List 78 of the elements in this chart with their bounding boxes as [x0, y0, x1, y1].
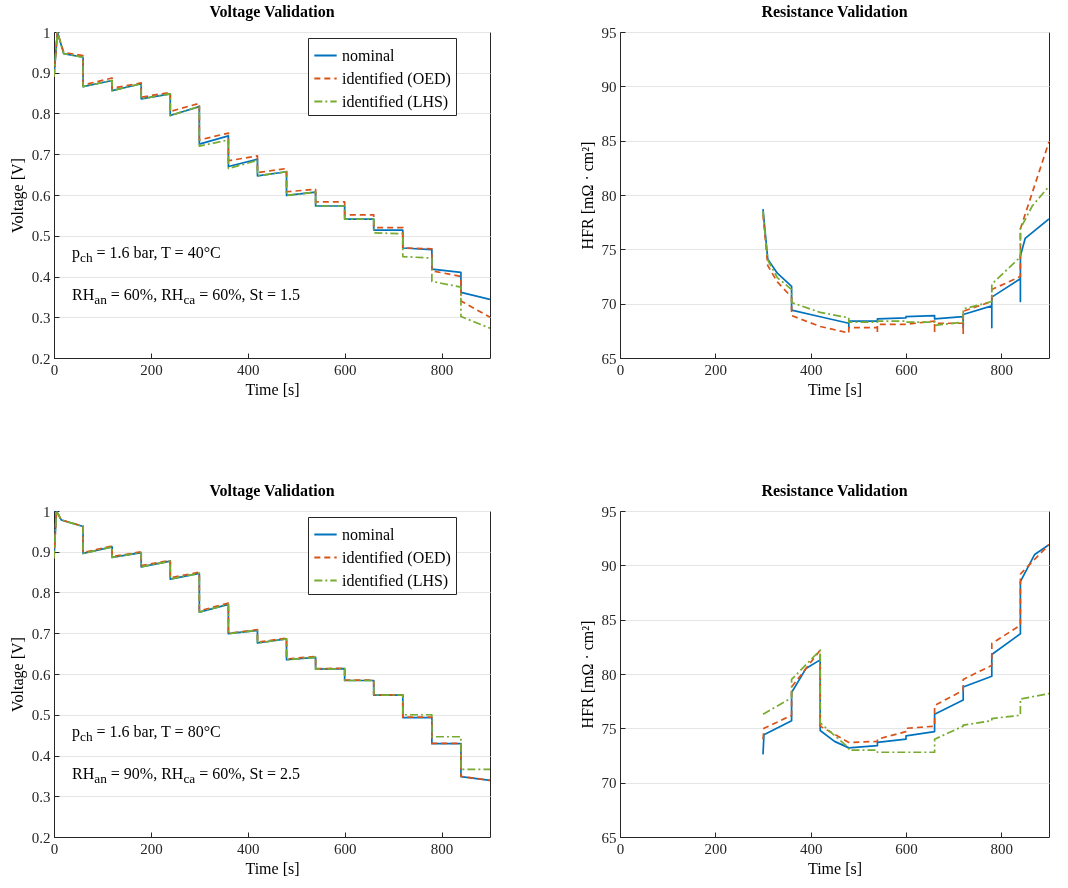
x-tick-label: 400: [237, 840, 260, 857]
y-tick-label: 0.6: [31, 666, 51, 683]
x-axis-title: Time [s]: [245, 380, 300, 398]
y-tick-label: 75: [601, 241, 617, 258]
x-axis-title: Time [s]: [807, 859, 863, 877]
chart-title: Voltage Validation: [209, 3, 335, 21]
annotation: p$_{ch}$ = 1.6 bar, T = 80°C: [72, 723, 221, 746]
x-tick-label: 0: [616, 840, 625, 857]
x-tick-label: 600: [333, 361, 357, 378]
y-tick-label: 0.4: [31, 269, 51, 285]
y-tick-label: 70: [601, 775, 617, 792]
x-tick-label: 200: [140, 361, 163, 378]
y-tick-label: 95: [601, 24, 617, 41]
legend-label: identified (OED): [342, 548, 451, 567]
y-axis-title: Voltage [V]: [8, 637, 27, 712]
annotation: p$_{ch}$ = 1.6 bar, T = 40°C: [72, 244, 221, 267]
line-series: [762, 208, 1049, 329]
line-series: [762, 140, 1049, 335]
x-tick-label: 800: [430, 361, 454, 378]
annotation: RH$_{an}$ = 60%, RH$_{ca}$ = 60%, St = 1.5: [72, 286, 300, 309]
y-tick-label: 90: [601, 557, 617, 574]
y-axis-title: HFR [mΩ · cm²]: [578, 620, 596, 729]
x-tick-label: 800: [990, 361, 1014, 378]
x-tick-label: 0: [616, 361, 625, 378]
legend-label: identified (LHS): [342, 92, 449, 111]
y-tick-label: 80: [601, 666, 617, 683]
legend-label: identified (LHS): [342, 571, 449, 590]
x-tick-label: 600: [895, 361, 918, 378]
y-tick-label: 75: [601, 720, 617, 737]
chart-title: Resistance Validation: [761, 3, 908, 20]
x-axis-title: Time [s]: [807, 380, 863, 398]
x-tick-label: 0: [50, 840, 59, 857]
y-tick-label: 85: [601, 612, 617, 629]
y-axis-title: Voltage [V]: [8, 158, 27, 233]
y-tick-label: 0.5: [31, 707, 51, 724]
y-tick-label: 70: [601, 296, 617, 313]
y-tick-label: 0.9: [31, 544, 51, 561]
legend-label: nominal: [342, 46, 395, 64]
y-tick-label: 0.6: [31, 187, 51, 204]
chart-title: Voltage Validation: [209, 482, 335, 500]
x-tick-label: 800: [430, 840, 454, 857]
y-tick-label: 65: [601, 829, 617, 846]
y-tick-label: 95: [601, 503, 617, 520]
x-tick-label: 800: [990, 840, 1014, 857]
y-tick-label: 0.2: [31, 829, 51, 846]
y-tick-label: 0.7: [31, 625, 51, 642]
x-tick-label: 200: [704, 840, 728, 857]
y-tick-label: 0.2: [31, 350, 51, 367]
line-series: [762, 185, 1049, 327]
y-tick-label: 80: [601, 187, 617, 204]
x-tick-label: 600: [895, 840, 918, 857]
y-tick-label: 0.4: [31, 748, 51, 764]
y-tick-label: 0.7: [31, 146, 51, 163]
y-tick-label: 0.3: [31, 309, 51, 326]
x-tick-label: 200: [140, 840, 163, 857]
legend-label: identified (OED): [342, 69, 451, 88]
y-tick-label: 85: [601, 133, 617, 150]
y-tick-label: 1: [43, 24, 51, 41]
chart-title: Resistance Validation: [761, 482, 908, 499]
y-tick-label: 0.8: [31, 585, 51, 601]
x-tick-label: 0: [50, 361, 59, 378]
annotation: RH$_{an}$ = 90%, RH$_{ca}$ = 60%, St = 2.5: [72, 765, 300, 788]
y-tick-label: 0.3: [31, 788, 51, 805]
y-tick-label: 0.5: [31, 228, 51, 245]
x-tick-label: 400: [237, 361, 260, 378]
legend-label: nominal: [342, 525, 395, 543]
y-tick-label: 65: [601, 350, 617, 367]
x-tick-label: 600: [333, 840, 357, 857]
y-tick-label: 0.9: [31, 65, 51, 82]
y-tick-label: 1: [43, 503, 51, 520]
y-axis-title: HFR [mΩ · cm²]: [578, 141, 596, 250]
line-series: [762, 649, 1049, 754]
x-axis-title: Time [s]: [245, 859, 300, 877]
y-tick-label: 0.8: [31, 106, 51, 122]
x-tick-label: 200: [704, 361, 728, 378]
x-tick-label: 400: [799, 361, 823, 378]
x-tick-label: 400: [799, 840, 823, 857]
y-tick-label: 90: [601, 78, 617, 95]
